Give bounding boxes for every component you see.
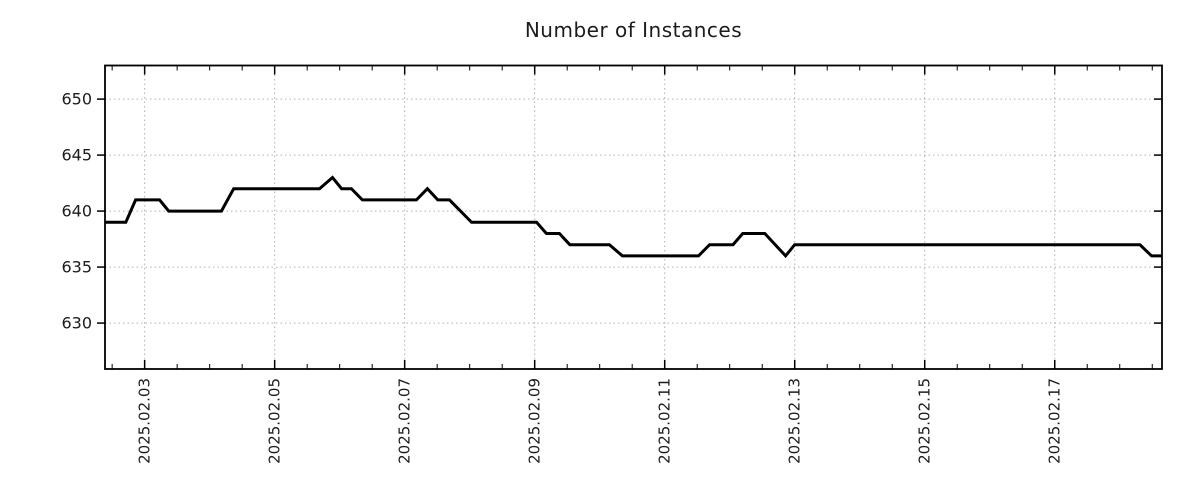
x-tick-label: 2025.02.11 (656, 378, 674, 464)
chart-title: Number of Instances (524, 18, 743, 42)
x-tick-label: 2025.02.15 (916, 378, 934, 464)
plot-border (104, 64, 1163, 370)
x-tick-label: 2025.02.07 (396, 378, 414, 464)
y-tick-label: 635 (61, 258, 92, 277)
series-line-instances (105, 175, 1162, 259)
x-tick-label: 2025.02.09 (526, 378, 544, 464)
x-tick-label: 2025.02.17 (1046, 378, 1064, 464)
x-tick-label: 2025.02.03 (136, 378, 154, 464)
y-tick-label: 640 (61, 202, 92, 221)
x-tick-label: 2025.02.13 (786, 378, 804, 464)
y-tick-label: 630 (61, 314, 92, 333)
y-tick-label: 645 (61, 146, 92, 165)
x-tick-label: 2025.02.05 (266, 378, 284, 464)
y-tick-label: 650 (61, 90, 92, 109)
